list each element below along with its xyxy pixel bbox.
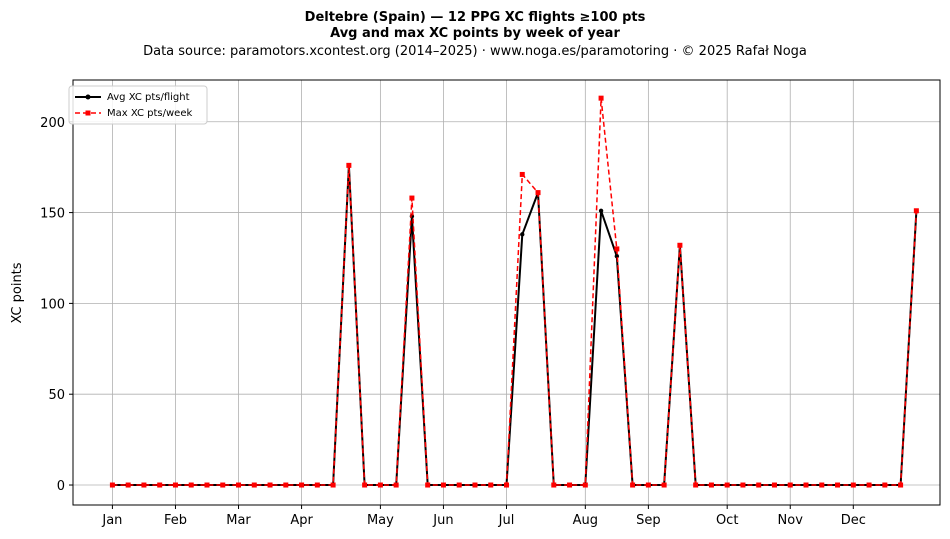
series-1-point [535,190,541,196]
series-0-point [520,232,525,237]
series-1-point [582,482,588,488]
series-1-point [141,482,147,488]
series-1-point [330,482,336,488]
series-line-1 [112,98,918,486]
series-1-point [362,482,368,488]
series-1-point [504,482,509,488]
series-1-point [425,482,431,488]
series-1-point [866,482,872,488]
series-1-point [456,482,462,488]
series-1-point [204,482,210,488]
series-1-point [724,482,730,488]
series-1-point [472,482,478,488]
legend-max-marker [85,110,91,116]
series-1-point [677,242,683,248]
chart-title: Deltebre (Spain) — 12 PPG XC flights ≥10… [305,10,646,25]
series-1-point [661,482,667,488]
series-1-point [109,482,115,488]
chart-source: Data source: paramotors.xcontest.org (20… [143,44,807,59]
series-1-point [172,482,178,488]
series-1-point [787,482,793,488]
grid [73,80,940,505]
series-1-point [283,482,289,488]
series-1-point [393,482,399,488]
series-1-point [236,482,242,488]
y-tick-label: 0 [57,479,65,494]
series-1-point [251,482,257,488]
y-axis-label: XC points [10,262,25,323]
series-1-point [157,482,163,488]
series-1-point [125,482,131,488]
x-tick-label: Jan [101,513,122,528]
series-1-point [488,482,494,488]
legend: Avg XC pts/flight Max XC pts/week [68,85,208,125]
series-1-point [630,482,636,488]
y-tick-label: 150 [40,207,65,222]
x-tick-label: Mar [226,513,251,528]
x-tick-label: Apr [290,513,313,528]
y-tick-label: 200 [40,116,65,131]
series-1-point [409,195,415,201]
legend-box [68,85,208,125]
y-tick-label: 100 [40,297,65,312]
x-tick-label: Aug [573,513,598,528]
legend-avg-marker [85,94,91,100]
series-1-point [693,482,699,488]
series-1-point [346,162,352,168]
series-1-point [377,482,383,488]
series-1-point [882,482,888,488]
series-1-point [220,482,226,488]
series-1-point [850,482,856,488]
series-1-point [440,482,446,488]
series-1-point [645,482,651,488]
x-tick-label: Jul [498,513,515,528]
x-tick-label: Feb [164,513,187,528]
series-1-point [188,482,194,488]
series-1-point [614,246,620,252]
series-1-point [913,208,919,214]
series-0-point [598,208,604,213]
x-tick-label: Jun [432,513,453,528]
x-tick-label: Nov [778,513,804,528]
axis-ticks: Jan Feb Mar Apr May Jun Jul Aug Sep Oct Nov Dec 0 50 1… [40,116,866,528]
legend-avg-label: Avg XC pts/flight [107,92,190,103]
series-1-point [756,482,762,488]
series-1-point [267,482,273,488]
x-tick-label: Sep [636,513,661,528]
series-1-point [819,482,825,488]
series-1-point [803,482,809,488]
series-1-point [708,482,714,488]
x-tick-label: Oct [716,513,738,528]
series [109,95,919,488]
y-tick-label: 50 [48,388,65,403]
chart-subtitle: Avg and max XC points by week of year [330,26,620,41]
series-1-point [299,482,305,488]
series-1-point [519,171,525,177]
series-1-point [567,482,573,488]
series-1-point [551,482,557,488]
x-tick-label: Dec [841,513,866,528]
x-tick-label: May [367,513,394,528]
series-1-point [835,482,841,488]
series-1-point [598,95,604,101]
series-1-point [771,482,777,488]
series-1-point [314,482,320,488]
legend-max-label: Max XC pts/week [107,108,192,119]
series-1-point [898,482,904,488]
series-1-point [740,482,746,488]
